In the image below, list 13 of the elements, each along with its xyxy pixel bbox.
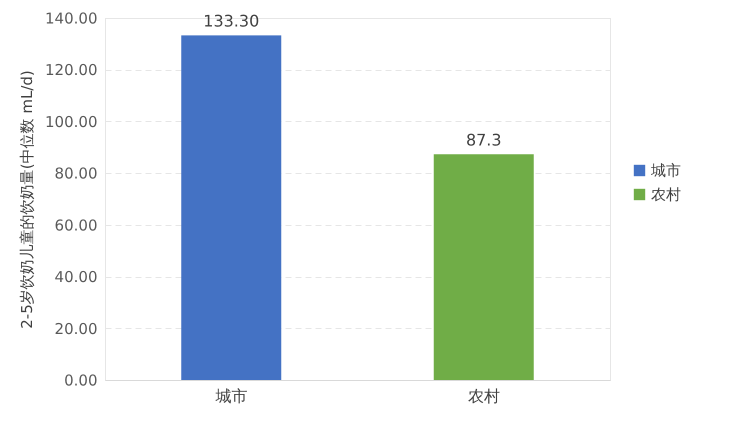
- y-tick-label: 120.00: [45, 61, 98, 80]
- legend-label: 城市: [650, 162, 681, 180]
- y-tick-label: 40.00: [54, 268, 98, 286]
- y-tick-label: 100.00: [45, 112, 98, 131]
- y-tick-label: 80.00: [54, 164, 98, 183]
- data-label: 87.3: [466, 130, 502, 150]
- legend-label: 农村: [651, 186, 681, 204]
- y-axis-title: 2-5岁饮奶儿童的饮奶量(中位数 mL/d): [18, 70, 36, 329]
- y-tick-label: 20.00: [54, 320, 98, 338]
- y-tick-label: 140.00: [45, 10, 98, 28]
- y-tick-label: 0.00: [64, 372, 98, 390]
- y-tick-label: 60.00: [54, 216, 98, 234]
- data-label: 133.30: [203, 11, 260, 30]
